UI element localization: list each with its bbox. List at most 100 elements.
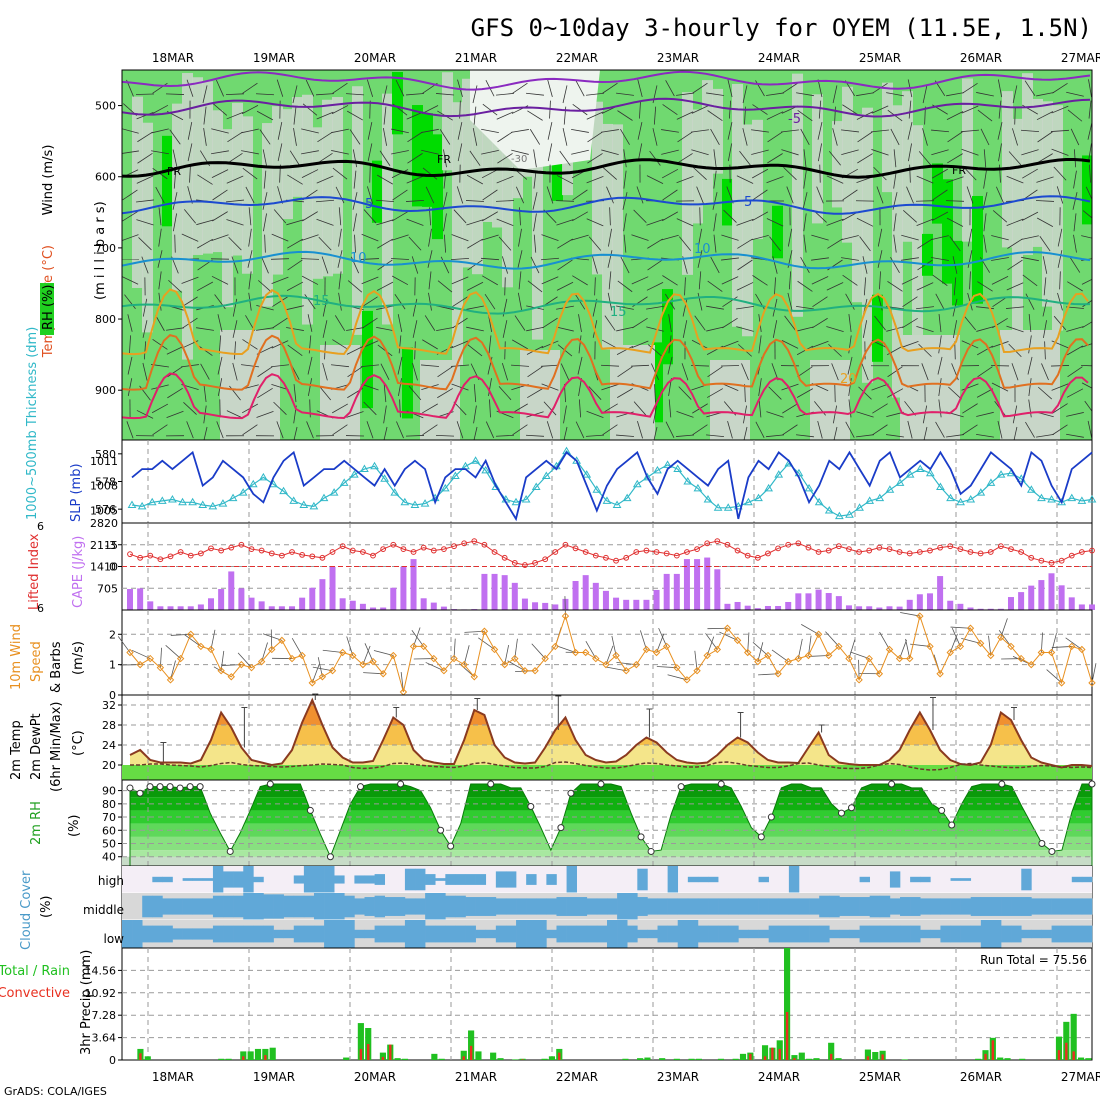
rh-marker: [487, 780, 495, 788]
precip-total-bar: [497, 1058, 504, 1060]
wind-barb: [858, 386, 872, 400]
wind-barb: [1012, 85, 1018, 104]
thickness-point: [804, 483, 814, 492]
thickness-point: [168, 494, 177, 503]
precip-convective-bar: [829, 1053, 833, 1060]
wind-speed-point: [318, 673, 327, 681]
wind-barb-10m: [899, 639, 907, 659]
wind-barb: [186, 79, 194, 97]
wind-speed-point: [825, 651, 833, 660]
wind-speed-point: [703, 651, 711, 660]
li-point: [471, 538, 478, 545]
wind-speed-point: [906, 654, 914, 663]
wind-speed-point: [359, 660, 367, 669]
li-point: [360, 549, 366, 555]
wind-barb: [226, 219, 244, 226]
li-point: [734, 547, 741, 554]
wind-barb-10m: [667, 674, 688, 681]
wind-barb: [122, 150, 139, 154]
wind-barb: [286, 305, 304, 311]
cape-bar: [248, 597, 255, 610]
precip-convective-bar: [778, 1048, 781, 1060]
cloud-bar: [303, 866, 315, 893]
wind-barb: [421, 364, 439, 367]
cloud-bar: [798, 898, 810, 915]
li-point: [754, 554, 761, 561]
wind-barb: [922, 405, 928, 424]
y-tick-label: 20: [102, 759, 116, 772]
wind-barb: [766, 434, 784, 438]
precip-total-bar: [975, 1058, 982, 1060]
thickness-point: [218, 499, 228, 507]
thickness-point: [612, 500, 622, 509]
wind-barb: [437, 366, 453, 378]
cloud-bar: [415, 868, 426, 891]
wind-barb: [886, 388, 904, 398]
wind-barb: [1053, 315, 1067, 331]
wind-barb: [949, 236, 961, 252]
wind-barb: [935, 293, 945, 310]
wind-barb: [991, 341, 1009, 348]
wind-speed-point: [166, 676, 175, 684]
wind-barb: [1082, 210, 1092, 219]
wind-barb: [227, 131, 243, 143]
li-point: [815, 549, 822, 555]
rh-marker: [326, 853, 334, 861]
wind-speed-point: [176, 654, 185, 663]
wind-barb: [412, 320, 418, 338]
wind-barb: [901, 276, 919, 285]
precip-total-bar: [813, 1058, 820, 1060]
wind-barb: [938, 399, 942, 418]
cloud-bar: [192, 898, 204, 915]
wind-barb-10m: [291, 637, 303, 656]
date-label-top: 22MAR: [556, 51, 598, 65]
wind-barb: [183, 401, 197, 415]
cloud-bar: [202, 878, 214, 881]
cloud-bar: [435, 878, 446, 881]
wind-barb: [812, 296, 828, 308]
wind-barb: [1052, 82, 1068, 94]
wind-barb: [200, 363, 210, 380]
wind-barb: [271, 340, 289, 349]
wind-barb: [556, 281, 574, 291]
wind-barb: [167, 366, 183, 378]
wind-barb: [1082, 321, 1092, 329]
wind-barb-10m: [1091, 663, 1097, 683]
cloud-bar: [849, 929, 860, 939]
wind-barb: [1044, 341, 1046, 360]
wind-barb: [540, 257, 560, 261]
wind-barb: [172, 149, 178, 168]
cape-bar: [673, 573, 680, 610]
date-label-bottom: 21MAR: [455, 1070, 497, 1084]
wind-barb: [862, 320, 868, 338]
wind-barb: [871, 383, 889, 391]
wind-barb: [995, 186, 1005, 204]
thickness-point: [996, 470, 1006, 478]
cape-bar: [937, 576, 944, 610]
date-label-bottom: 24MAR: [758, 1070, 800, 1084]
wind-speed-point: [521, 667, 529, 675]
wind-barb: [962, 403, 978, 414]
rh-marker: [757, 833, 765, 841]
warm-contour: [122, 288, 1089, 356]
wind-barb: [976, 326, 994, 332]
rh-band-light: [832, 121, 843, 208]
precip-convective-bar: [558, 1052, 561, 1060]
wind-barb: [863, 277, 867, 296]
thickness-point: [946, 493, 955, 502]
cloud-bar: [233, 925, 244, 943]
cloud-bar: [162, 925, 173, 943]
wind-barb: [376, 326, 394, 332]
wind-barb: [1059, 271, 1061, 290]
wind-barb: [588, 386, 602, 400]
wind-barb: [803, 149, 807, 168]
wind-barb: [396, 421, 404, 439]
y-tick-label: 0: [109, 689, 116, 702]
wind-barb: [992, 317, 1008, 329]
wind-barb: [331, 128, 349, 134]
wind-barb: [466, 305, 484, 310]
cloud-bar: [1041, 898, 1052, 915]
cloud-bar: [202, 928, 214, 940]
cloud-bar: [1071, 898, 1083, 915]
wind-barb: [422, 339, 438, 350]
